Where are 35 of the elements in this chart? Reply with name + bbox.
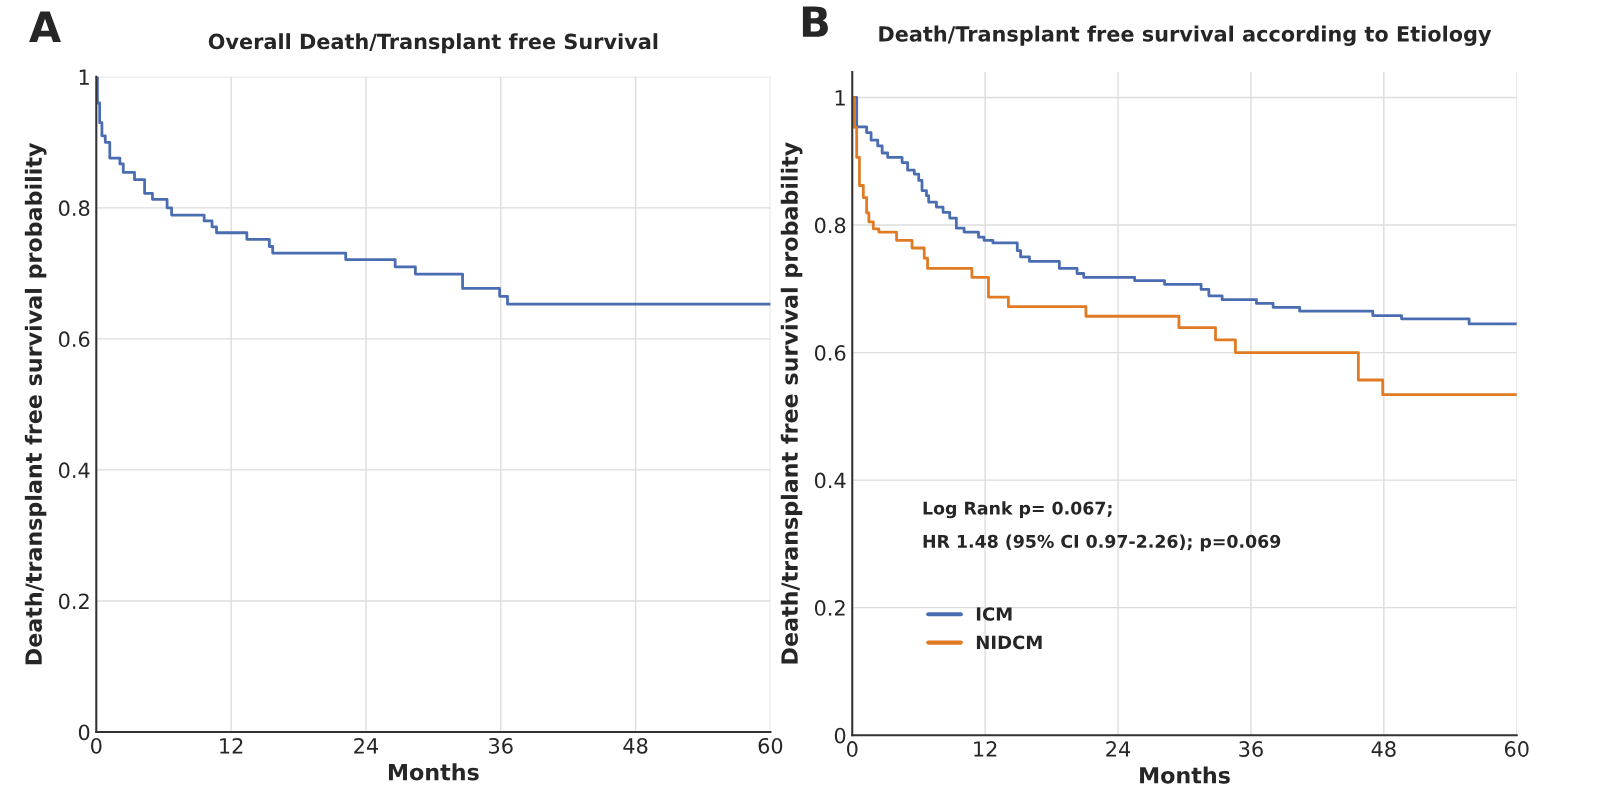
x-tick-label: 24 xyxy=(354,737,379,754)
y-axis-title: Death/transplant free survival probability xyxy=(24,142,47,665)
legend-label: ICM xyxy=(976,607,1012,621)
x-tick-label: 48 xyxy=(1371,741,1396,757)
chart-title: Overall Death/Transplant free Survival xyxy=(208,33,658,54)
x-tick-label: 12 xyxy=(974,741,997,757)
y-axis-title: Death/transplant free survival probability xyxy=(780,142,803,664)
x-tick-label: 48 xyxy=(623,737,648,754)
y-tick-label: 0.4 xyxy=(814,472,846,489)
chart-title: Death/Transplant free survival according to Etiology xyxy=(879,25,1492,46)
x-axis-title: Months xyxy=(388,763,479,781)
x-tick-label: 60 xyxy=(758,737,783,754)
annotation: HR 1.48 (95% CI 0.97-2.26); p=0.069 xyxy=(923,534,1281,552)
y-tick-label: 0 xyxy=(78,724,90,741)
y-tick-label: 0.4 xyxy=(58,462,90,479)
x-tick-label: 60 xyxy=(1504,741,1529,757)
text: B xyxy=(802,6,828,37)
y-tick-label: 0.8 xyxy=(814,217,846,234)
x-tick-label: 24 xyxy=(1106,741,1131,757)
annotation: Log Rank p= 0.067; xyxy=(923,501,1112,519)
x-tick-label: 36 xyxy=(489,737,513,754)
y-tick-label: 0.6 xyxy=(814,345,846,361)
x-tick-label: 0 xyxy=(847,741,858,757)
x-axis-title: Months xyxy=(1140,766,1230,784)
x-tick-label: 36 xyxy=(1239,741,1263,757)
y-tick-label: 1 xyxy=(835,90,845,106)
y-tick-label: 0.2 xyxy=(58,593,89,610)
x-tick-label: 0 xyxy=(91,737,102,754)
y-tick-label: 1 xyxy=(79,69,89,85)
text: A xyxy=(29,11,61,42)
y-tick-label: 0.2 xyxy=(814,600,845,616)
legend-label: NIDCM xyxy=(976,635,1042,650)
y-tick-label: 0.8 xyxy=(58,200,90,217)
x-tick-label: 12 xyxy=(220,737,243,754)
y-tick-label: 0.6 xyxy=(58,331,90,348)
